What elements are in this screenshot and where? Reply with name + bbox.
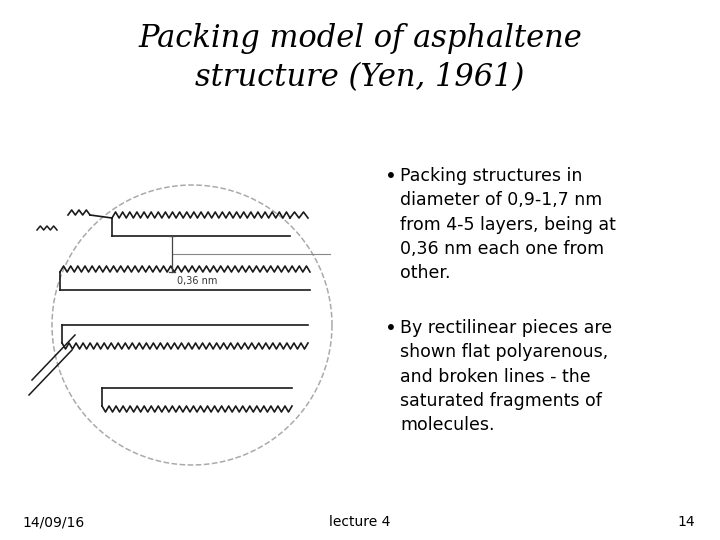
Text: •: • — [385, 320, 397, 339]
Text: •: • — [385, 168, 397, 187]
Text: 14: 14 — [678, 515, 695, 529]
Text: By rectilinear pieces are
shown flat polyarenous,
and broken lines - the
saturat: By rectilinear pieces are shown flat pol… — [400, 319, 612, 434]
Text: Packing structures in
diameter of 0,9-1,7 nm
from 4-5 layers, being at
0,36 nm e: Packing structures in diameter of 0,9-1,… — [400, 167, 616, 282]
Text: 0,36 nm: 0,36 nm — [177, 276, 217, 286]
Text: 14/09/16: 14/09/16 — [22, 515, 84, 529]
Text: Packing model of asphaltene: Packing model of asphaltene — [138, 23, 582, 53]
Text: lecture 4: lecture 4 — [329, 515, 391, 529]
Text: structure (Yen, 1961): structure (Yen, 1961) — [195, 63, 525, 93]
